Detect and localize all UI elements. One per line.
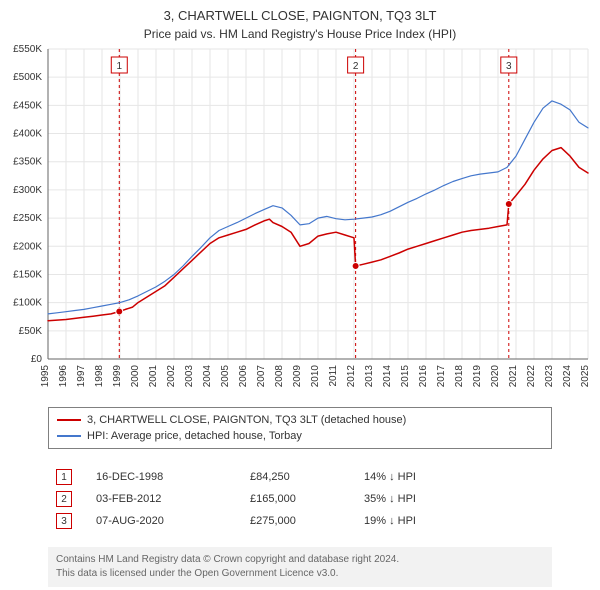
x-axis-tick-label: 2002 xyxy=(166,365,177,388)
y-axis-tick-label: £500K xyxy=(13,72,42,83)
y-axis-tick-label: £0 xyxy=(31,354,43,365)
x-axis-tick-label: 2015 xyxy=(400,365,411,388)
x-axis-tick-label: 2005 xyxy=(220,365,231,388)
sale-price: £165,000 xyxy=(250,493,340,505)
sale-row: 1 16-DEC-1998 £84,250 14% ↓ HPI xyxy=(56,469,544,485)
legend-item: 3, CHARTWELL CLOSE, PAIGNTON, TQ3 3LT (d… xyxy=(57,412,543,428)
y-axis-tick-label: £200K xyxy=(13,241,42,252)
x-axis-tick-label: 2003 xyxy=(184,365,195,388)
legend-item: HPI: Average price, detached house, Torb… xyxy=(57,428,543,444)
attribution-line: Contains HM Land Registry data © Crown c… xyxy=(56,553,544,567)
sale-marker-number: 3 xyxy=(506,61,512,72)
x-axis-tick-label: 1996 xyxy=(58,365,69,388)
sale-marker-number: 2 xyxy=(353,61,359,72)
chart-container: 3, CHARTWELL CLOSE, PAIGNTON, TQ3 3LT Pr… xyxy=(0,0,600,590)
sale-marker-number: 1 xyxy=(116,61,122,72)
line-chart: £0£50K£100K£150K£200K£250K£300K£350K£400… xyxy=(48,49,588,399)
sale-price: £84,250 xyxy=(250,471,340,483)
x-axis-tick-label: 2007 xyxy=(256,365,267,388)
x-axis-tick-label: 2011 xyxy=(328,365,339,387)
y-axis-tick-label: £450K xyxy=(13,100,42,111)
x-axis-tick-label: 1998 xyxy=(94,365,105,388)
legend-swatch xyxy=(57,435,81,437)
sales-table: 1 16-DEC-1998 £84,250 14% ↓ HPI 2 03-FEB-2012… xyxy=(48,459,552,539)
sale-marker-ref: 3 xyxy=(56,513,72,529)
x-axis-tick-label: 2013 xyxy=(364,365,375,388)
sale-hpi-diff: 14% ↓ HPI xyxy=(364,471,416,483)
sale-date: 07-AUG-2020 xyxy=(96,515,226,527)
title-block: 3, CHARTWELL CLOSE, PAIGNTON, TQ3 3LT Pr… xyxy=(0,0,600,41)
legend-label: HPI: Average price, detached house, Torb… xyxy=(87,428,302,444)
y-axis-tick-label: £350K xyxy=(13,157,42,168)
y-axis-tick-label: £250K xyxy=(13,213,42,224)
y-axis-tick-label: £50K xyxy=(19,326,43,337)
page-subtitle: Price paid vs. HM Land Registry's House … xyxy=(0,27,600,41)
x-axis-tick-label: 2016 xyxy=(418,365,429,388)
x-axis-tick-label: 2000 xyxy=(130,365,141,388)
x-axis-tick-label: 2025 xyxy=(580,365,591,388)
x-axis-tick-label: 2009 xyxy=(292,365,303,388)
y-axis-tick-label: £100K xyxy=(13,298,42,309)
sale-row: 2 03-FEB-2012 £165,000 35% ↓ HPI xyxy=(56,491,544,507)
sale-row: 3 07-AUG-2020 £275,000 19% ↓ HPI xyxy=(56,513,544,529)
x-axis-tick-label: 2008 xyxy=(274,365,285,388)
sale-marker-ref: 1 xyxy=(56,469,72,485)
x-axis-tick-label: 2020 xyxy=(490,365,501,388)
sale-marker-ref: 2 xyxy=(56,491,72,507)
sale-marker-dot xyxy=(352,263,359,270)
x-axis-tick-label: 2017 xyxy=(436,365,447,388)
legend-label: 3, CHARTWELL CLOSE, PAIGNTON, TQ3 3LT (d… xyxy=(87,412,406,428)
x-axis-tick-label: 1997 xyxy=(76,365,87,388)
x-axis-tick-label: 2010 xyxy=(310,365,321,388)
attribution-line: This data is licensed under the Open Gov… xyxy=(56,567,544,581)
y-axis-tick-label: £550K xyxy=(13,44,42,55)
y-axis-tick-label: £300K xyxy=(13,185,42,196)
x-axis-tick-label: 2022 xyxy=(526,365,537,388)
y-axis-tick-label: £400K xyxy=(13,129,42,140)
sale-hpi-diff: 19% ↓ HPI xyxy=(364,515,416,527)
page-title: 3, CHARTWELL CLOSE, PAIGNTON, TQ3 3LT xyxy=(0,8,600,23)
sale-price: £275,000 xyxy=(250,515,340,527)
sale-marker-dot xyxy=(505,201,512,208)
chart-area: £0£50K£100K£150K£200K£250K£300K£350K£400… xyxy=(48,49,588,399)
x-axis-tick-label: 2001 xyxy=(148,365,159,388)
x-axis-tick-label: 2014 xyxy=(382,365,393,388)
sale-date: 16-DEC-1998 xyxy=(96,471,226,483)
sale-hpi-diff: 35% ↓ HPI xyxy=(364,493,416,505)
attribution: Contains HM Land Registry data © Crown c… xyxy=(48,547,552,587)
x-axis-tick-label: 2021 xyxy=(508,365,519,388)
y-axis-tick-label: £150K xyxy=(13,269,42,280)
x-axis-tick-label: 2024 xyxy=(562,365,573,388)
legend: 3, CHARTWELL CLOSE, PAIGNTON, TQ3 3LT (d… xyxy=(48,407,552,449)
legend-swatch xyxy=(57,419,81,421)
x-axis-tick-label: 2004 xyxy=(202,365,213,388)
x-axis-tick-label: 2018 xyxy=(454,365,465,388)
x-axis-tick-label: 1999 xyxy=(112,365,123,388)
x-axis-tick-label: 1995 xyxy=(40,365,51,388)
sale-date: 03-FEB-2012 xyxy=(96,493,226,505)
x-axis-tick-label: 2019 xyxy=(472,365,483,388)
x-axis-tick-label: 2012 xyxy=(346,365,357,388)
sale-marker-dot xyxy=(116,308,123,315)
x-axis-tick-label: 2006 xyxy=(238,365,249,388)
x-axis-tick-label: 2023 xyxy=(544,365,555,388)
